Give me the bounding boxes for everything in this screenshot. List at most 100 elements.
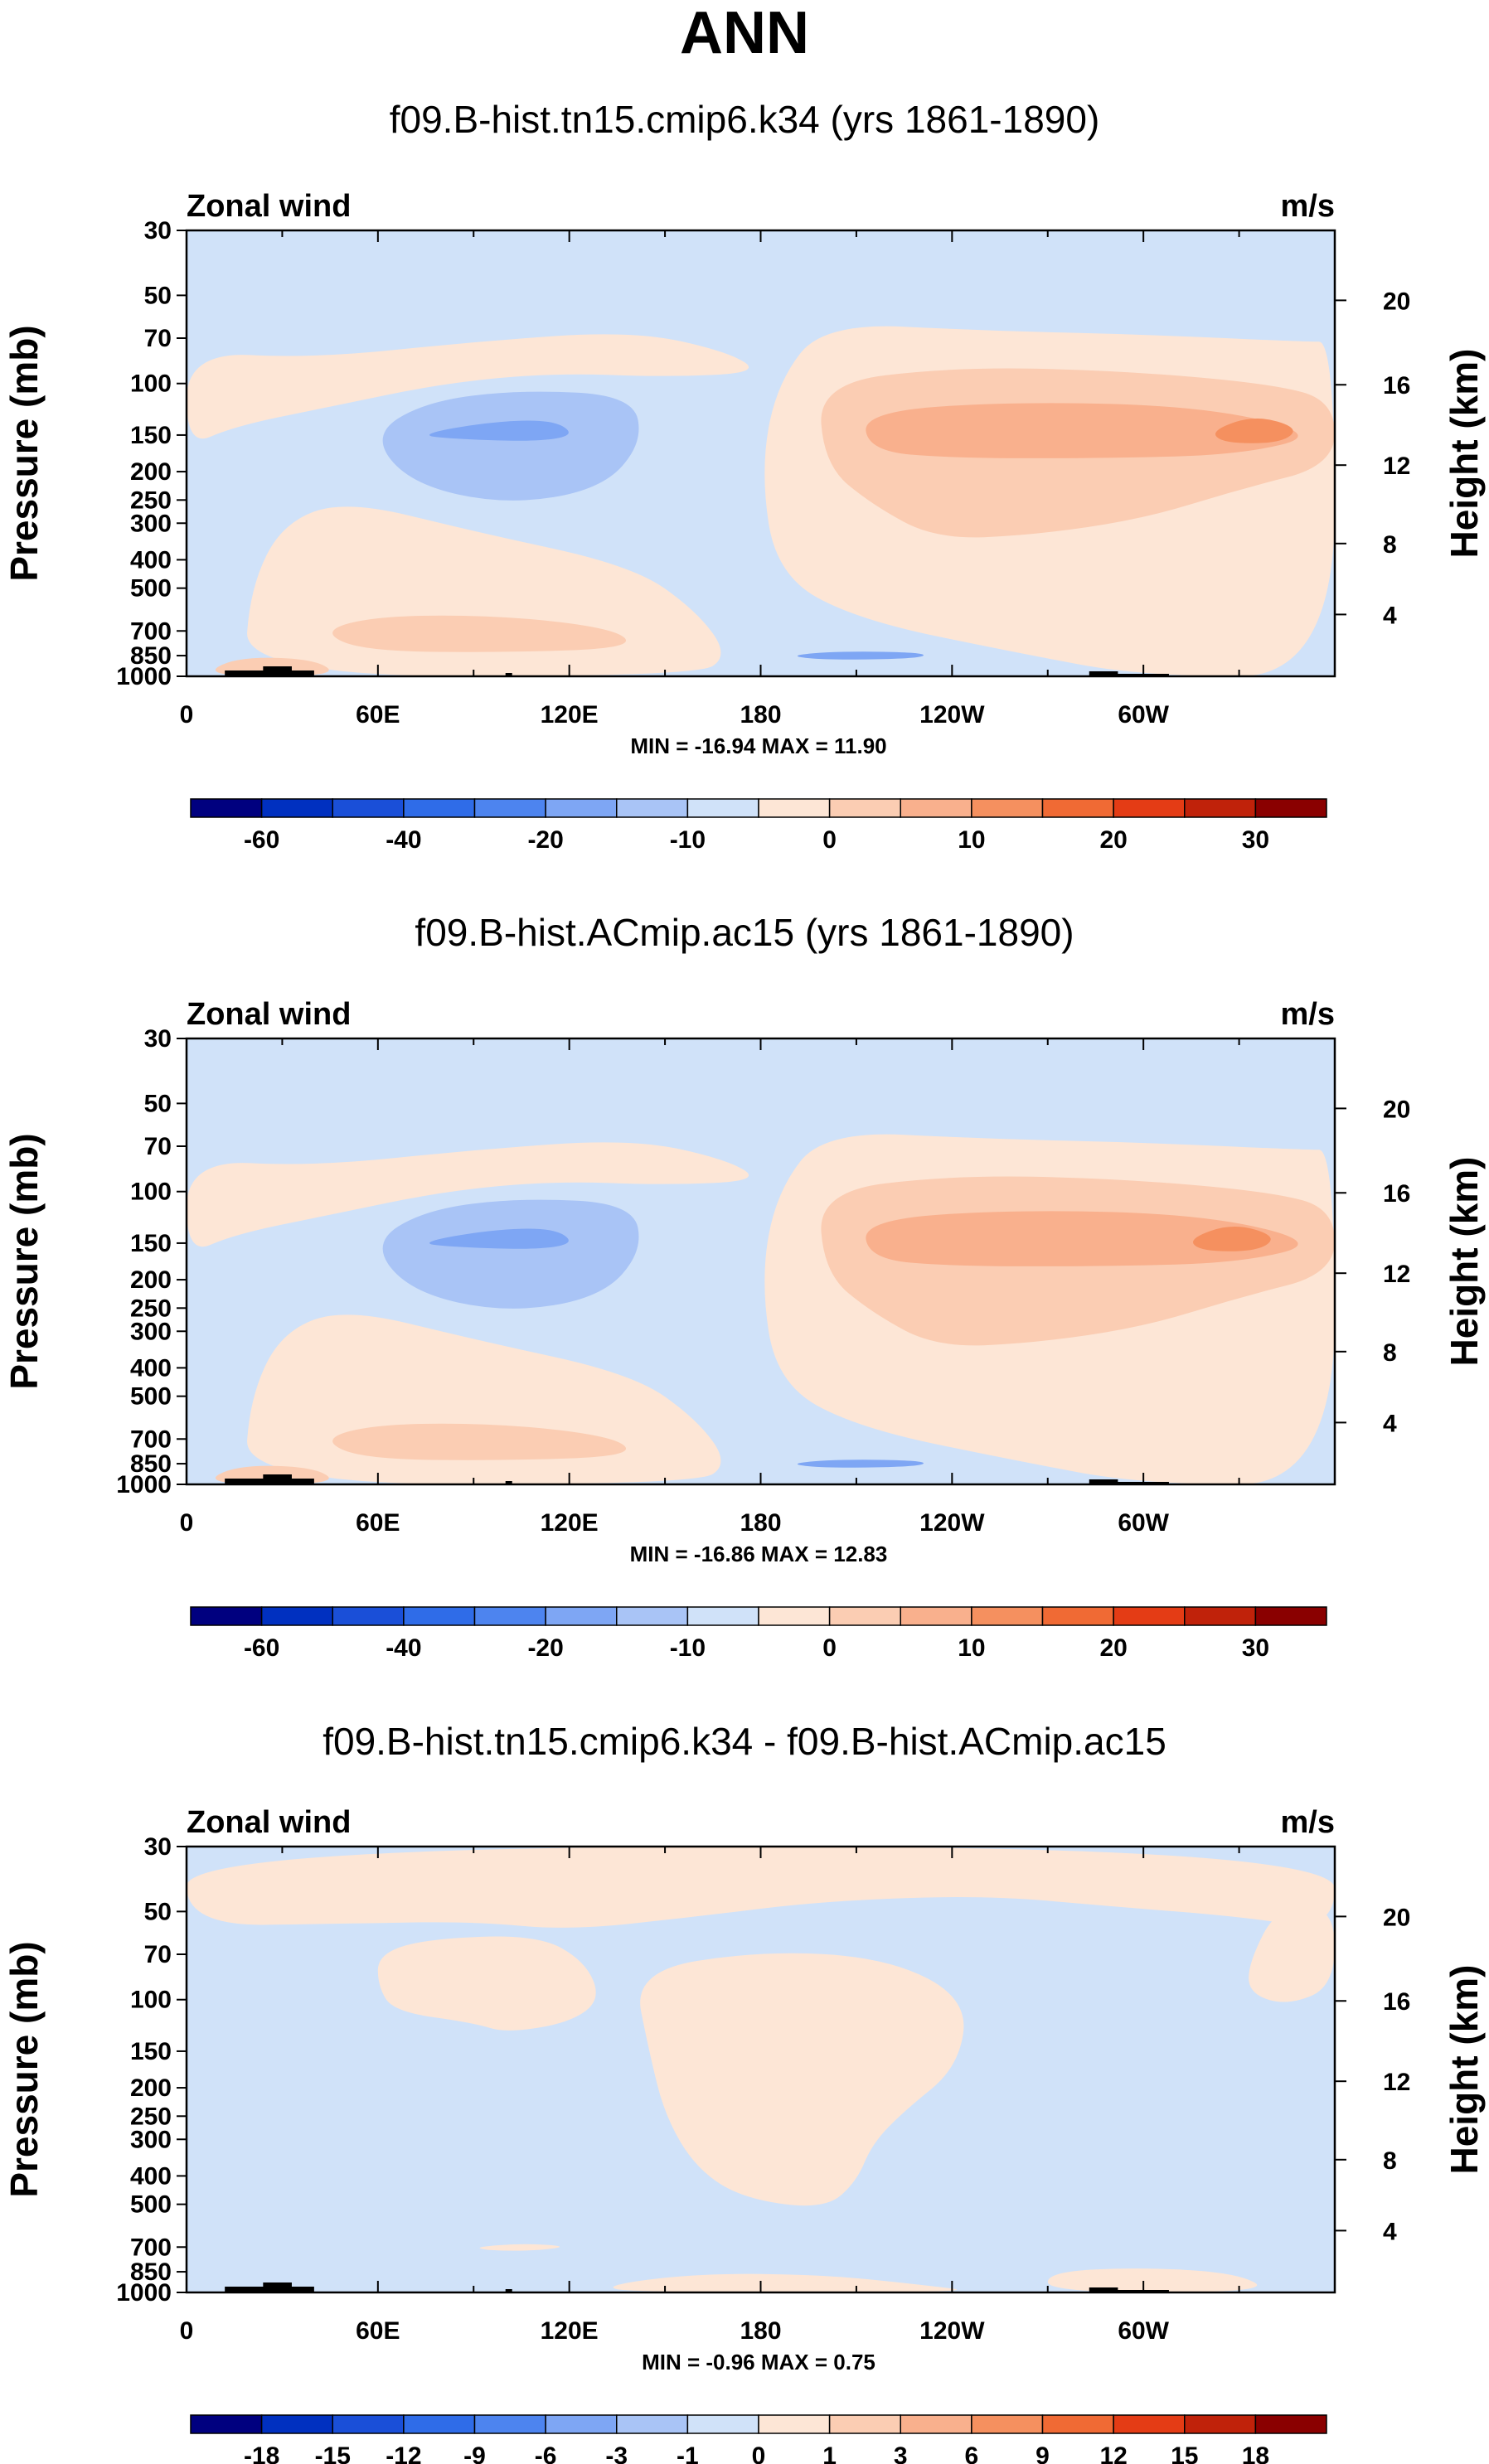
x-tick-label: 60E [356,1509,400,1537]
y-tick-label: 200 [130,458,172,486]
panel-1: Zonal wind m/s0 60E 120E 180 120W 60W305070100… [2,189,1486,854]
x-tick-label: 60W [1118,2317,1169,2345]
y-tick-label: 100 [130,370,172,398]
x-tick-label: 60E [356,701,400,729]
colorbar-box [686,2414,759,2434]
y-tick-label: 500 [130,575,172,603]
y-right-tick-label: 4 [1383,602,1397,629]
colorbar-box [1113,2414,1186,2434]
colorbar-box [1041,2414,1114,2434]
panel-3-title: f09.B-hist.tn15.cmip6.k34 - f09.B-hist.A… [323,1720,1166,1763]
y-axis-title: Pressure (mb) [2,1941,46,2197]
topography-bump [505,673,512,676]
contour-diff-positive-patch-3 [1047,2268,1258,2292]
colorbar-label: 6 [965,2442,979,2464]
colorbar-box [260,1606,333,1626]
topography-bump [505,2289,512,2292]
colorbar-box [616,798,689,818]
contour-diff-positive-west [377,1936,596,2031]
contour-diff-positive-upper [187,1847,1335,1928]
units-label: m/s [1281,997,1335,1032]
x-tick-label: 0 [180,2317,194,2345]
colorbar-box [332,1606,405,1626]
colorbar-label: -60 [244,1634,279,1662]
x-tick-label: 180 [740,2317,781,2345]
colorbar-label: -40 [386,1634,421,1662]
colorbar-label: -3 [605,2442,628,2464]
contour-jet-westerly-core [866,1211,1298,1266]
y-tick-label: 200 [130,2074,172,2102]
x-tick-label: 120E [541,1509,599,1537]
colorbar-box [1041,1606,1114,1626]
contour-jet-westerly-max [1192,1226,1271,1251]
y-tick-label: 100 [130,1179,172,1206]
y-axis-title: Pressure (mb) [2,1133,46,1389]
variable-label: Zonal wind [187,189,351,224]
colorbar-label: -20 [527,1634,563,1662]
colorbar-label: 1 [822,2442,837,2464]
y-tick-label: 30 [144,217,172,244]
colorbar-box [1184,2414,1257,2434]
colorbar-box [1184,1606,1257,1626]
x-tick-label: 0 [180,1509,194,1537]
x-tick-label: 0 [180,701,194,729]
colorbar-box [1041,798,1114,818]
colorbar-label: -20 [527,826,563,854]
colorbar-box [758,2414,831,2434]
y-tick-label: 50 [144,1090,172,1117]
y-tick-label: 400 [130,2162,172,2190]
colorbar-box [971,798,1044,818]
contour-diff-positive-patch-1 [479,2244,560,2251]
y-right-tick-label: 8 [1383,2147,1397,2175]
colorbar-box [1113,1606,1186,1626]
units-label: m/s [1281,1805,1335,1840]
y-tick-label: 70 [144,1941,172,1968]
y-right-axis-title: Height (km) [1443,1965,1486,2175]
colorbar-box [545,798,618,818]
colorbar-box [900,798,972,818]
y-right-tick-label: 12 [1383,453,1410,480]
contour-jet-easterly-core [429,1228,569,1249]
y-right-tick-label: 20 [1383,288,1410,315]
colorbar-box [616,2414,689,2434]
y-tick-label: 50 [144,282,172,309]
contour-lowlevel-easterlies [797,651,924,660]
colorbar-box [828,2414,901,2434]
y-tick-label: 250 [130,1295,172,1322]
colorbar-label: 30 [1242,826,1269,854]
colorbar-label: -9 [463,2442,486,2464]
colorbar-box [190,798,263,818]
contour-diff-positive-central [640,1953,964,2206]
colorbar-label: -10 [670,1634,706,1662]
colorbar-box [332,2414,405,2434]
contour-field [187,1847,1335,2292]
y-tick-label: 50 [144,1898,172,1925]
contour-lowlevel-easterlies [797,1460,924,1468]
colorbar-box [900,1606,972,1626]
topography-africa [225,2282,314,2292]
x-tick-label: 180 [740,701,781,729]
colorbar-label: 9 [1036,2442,1050,2464]
colorbar-box [190,1606,263,1626]
colorbar-label: 20 [1099,1634,1127,1662]
colorbar-box [403,798,476,818]
y-tick-label: 70 [144,1133,172,1160]
min-max-label: MIN = -0.96 MAX = 0.75 [642,2350,875,2374]
x-tick-label: 120W [919,1509,985,1537]
colorbar-label: -12 [386,2442,421,2464]
colorbar-box [1254,2414,1327,2434]
y-right-tick-label: 16 [1383,372,1410,399]
colorbar-label: 15 [1171,2442,1198,2464]
topography-africa [225,666,314,676]
y-right-tick-label: 12 [1383,2069,1410,2096]
y-right-tick-label: 8 [1383,531,1397,559]
contour-band-positive-upper [187,334,749,439]
y-tick-label: 850 [130,2258,172,2286]
colorbar-label: 30 [1242,1634,1269,1662]
x-tick-label: 120E [541,701,599,729]
contour-lowlevel-westerlies [332,615,627,652]
y-tick-label: 300 [130,2126,172,2153]
y-right-tick-label: 4 [1383,2218,1397,2245]
colorbar-box [1254,1606,1327,1626]
contour-field [187,230,1335,676]
